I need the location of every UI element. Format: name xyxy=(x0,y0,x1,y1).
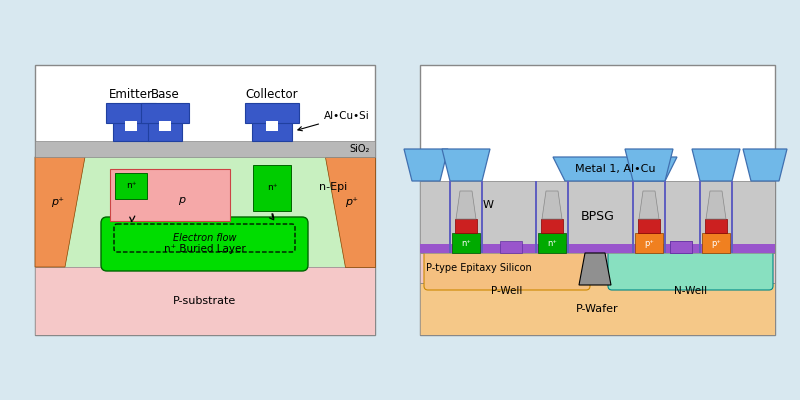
Bar xyxy=(452,233,480,253)
Polygon shape xyxy=(35,157,85,267)
Polygon shape xyxy=(553,157,677,181)
Bar xyxy=(638,219,660,233)
Text: Electron flow: Electron flow xyxy=(173,233,236,243)
Bar xyxy=(115,173,147,199)
Text: Metal 1, Al•Cu: Metal 1, Al•Cu xyxy=(574,164,655,174)
Bar xyxy=(420,253,775,283)
Bar xyxy=(500,241,522,253)
Bar xyxy=(635,233,663,253)
Bar xyxy=(420,283,775,335)
Bar xyxy=(148,121,182,141)
Bar xyxy=(670,241,692,253)
Bar xyxy=(159,121,171,131)
Polygon shape xyxy=(325,157,375,267)
Text: p⁺: p⁺ xyxy=(51,197,65,207)
Polygon shape xyxy=(404,149,448,181)
Text: SiO₂: SiO₂ xyxy=(350,144,370,154)
Polygon shape xyxy=(579,253,611,285)
Text: p: p xyxy=(178,195,186,205)
Bar xyxy=(253,165,291,211)
Text: Collector: Collector xyxy=(246,88,298,102)
Text: n⁺: n⁺ xyxy=(266,184,278,192)
Text: n⁺ Buried Layer: n⁺ Buried Layer xyxy=(164,244,246,254)
FancyBboxPatch shape xyxy=(608,250,773,290)
Bar xyxy=(252,121,292,141)
Polygon shape xyxy=(456,191,476,219)
Text: W: W xyxy=(482,200,494,210)
Bar xyxy=(702,233,730,253)
Bar xyxy=(35,141,375,157)
Text: P-Well: P-Well xyxy=(491,286,522,296)
Bar xyxy=(35,267,375,335)
Bar xyxy=(664,181,666,253)
Bar xyxy=(125,121,137,131)
Bar xyxy=(35,65,375,335)
Bar xyxy=(266,121,278,131)
Text: Base: Base xyxy=(150,88,179,102)
Text: n-Epi: n-Epi xyxy=(318,182,347,192)
Bar xyxy=(705,219,727,233)
Text: n⁺: n⁺ xyxy=(126,182,136,190)
Bar xyxy=(538,233,566,253)
Polygon shape xyxy=(692,149,740,181)
Bar xyxy=(106,103,156,123)
Text: N-Well: N-Well xyxy=(674,286,707,296)
FancyBboxPatch shape xyxy=(424,250,590,290)
Bar xyxy=(455,219,477,233)
Text: P-substrate: P-substrate xyxy=(174,296,237,306)
Bar xyxy=(449,181,451,253)
Bar xyxy=(245,103,299,123)
Bar xyxy=(541,219,563,233)
Text: Al•Cu•Si: Al•Cu•Si xyxy=(298,111,370,131)
Bar xyxy=(113,121,149,141)
FancyBboxPatch shape xyxy=(101,217,308,271)
Polygon shape xyxy=(542,191,562,219)
Bar xyxy=(420,244,775,253)
Text: Emitter: Emitter xyxy=(109,88,153,102)
Bar xyxy=(535,181,537,253)
Bar xyxy=(699,181,701,253)
Polygon shape xyxy=(743,149,787,181)
Polygon shape xyxy=(442,149,490,181)
Text: p⁺: p⁺ xyxy=(644,238,654,248)
Polygon shape xyxy=(625,149,673,181)
Bar xyxy=(420,253,775,283)
Bar xyxy=(35,157,375,267)
Bar xyxy=(141,103,189,123)
Polygon shape xyxy=(639,191,659,219)
Bar xyxy=(420,65,775,335)
Polygon shape xyxy=(706,191,726,219)
Bar xyxy=(670,241,692,253)
Text: P-type Epitaxy Silicon: P-type Epitaxy Silicon xyxy=(426,263,532,273)
Bar xyxy=(35,267,375,335)
Bar xyxy=(731,181,733,253)
Text: n⁺: n⁺ xyxy=(461,238,471,248)
Bar xyxy=(420,283,775,335)
Bar xyxy=(632,181,634,253)
Bar xyxy=(420,181,775,253)
Text: p⁺: p⁺ xyxy=(711,238,721,248)
Bar xyxy=(110,169,230,221)
Bar xyxy=(567,181,569,253)
Bar xyxy=(420,181,775,253)
Text: P-Wafer: P-Wafer xyxy=(576,304,619,314)
Text: n⁺: n⁺ xyxy=(547,238,557,248)
Text: BPSG: BPSG xyxy=(581,210,614,224)
Text: p⁺: p⁺ xyxy=(346,197,358,207)
Bar xyxy=(481,181,483,253)
